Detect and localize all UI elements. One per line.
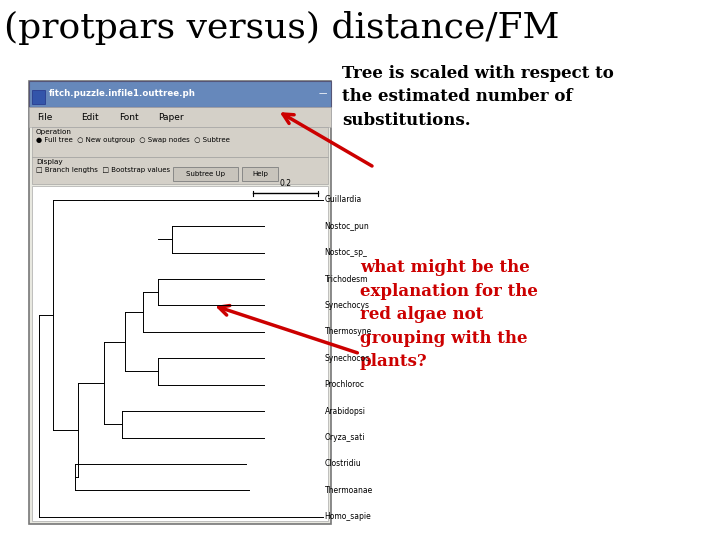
Text: Paper: Paper <box>158 113 184 122</box>
Text: Clostridiu: Clostridiu <box>325 460 361 469</box>
Text: Oryza_sati: Oryza_sati <box>325 433 365 442</box>
Text: Subtree Up: Subtree Up <box>186 171 225 177</box>
Text: Font: Font <box>119 113 138 122</box>
Text: □ Branch lengths  □ Bootstrap values: □ Branch lengths □ Bootstrap values <box>36 167 170 173</box>
Bar <box>173 167 238 181</box>
Text: Display: Display <box>36 159 63 165</box>
Text: Arabidopsi: Arabidopsi <box>325 407 366 416</box>
Text: Prochloroc: Prochloroc <box>325 380 365 389</box>
Text: Thermoanae: Thermoanae <box>325 486 373 495</box>
Bar <box>29 81 331 107</box>
Text: Trichodesm: Trichodesm <box>325 274 368 284</box>
Text: Thermosyne: Thermosyne <box>325 327 372 336</box>
Text: Tree is scaled with respect to
the estimated number of
substitutions.: Tree is scaled with respect to the estim… <box>342 65 613 129</box>
Text: Edit: Edit <box>81 113 98 122</box>
Bar <box>29 81 331 524</box>
Bar <box>32 186 328 521</box>
Text: File: File <box>37 113 53 122</box>
Bar <box>32 127 328 157</box>
Text: Operation: Operation <box>36 129 72 135</box>
Bar <box>32 157 328 184</box>
Text: what might be the
explanation for the
red algae not
grouping with the
plants?: what might be the explanation for the re… <box>360 259 538 370</box>
Text: Homo_sapie: Homo_sapie <box>325 512 372 521</box>
Bar <box>29 107 331 127</box>
Text: Nostoc_pun: Nostoc_pun <box>325 222 369 231</box>
Text: ● Full tree  ○ New outgroup  ○ Swap nodes  ○ Subtree: ● Full tree ○ New outgroup ○ Swap nodes … <box>36 137 230 143</box>
Text: —: — <box>318 90 327 98</box>
Text: Guillardia: Guillardia <box>325 195 362 204</box>
Text: fitch.puzzle.infile1.outtree.ph: fitch.puzzle.infile1.outtree.ph <box>49 90 196 98</box>
Text: Synechocys: Synechocys <box>325 301 370 310</box>
Text: 0.2: 0.2 <box>279 179 291 188</box>
Text: Help: Help <box>252 171 268 177</box>
Text: Synechococ: Synechococ <box>325 354 370 363</box>
Text: Nostoc_sp_: Nostoc_sp_ <box>325 248 368 257</box>
Bar <box>32 90 45 104</box>
Bar <box>242 167 278 181</box>
Text: (protpars versus) distance/FM: (protpars versus) distance/FM <box>4 11 559 45</box>
